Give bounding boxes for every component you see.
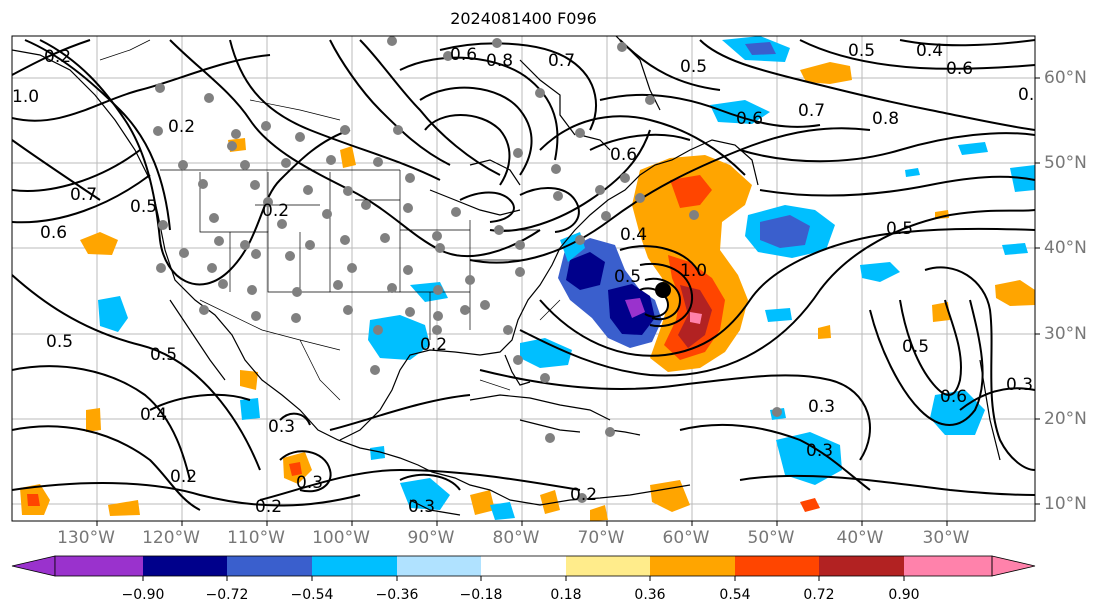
colorbar-segment	[143, 556, 227, 576]
contour-label: 0.2	[168, 117, 195, 137]
colorbar-tick-label: −0.54	[290, 587, 334, 603]
contour-label: 0.8	[872, 109, 899, 129]
lat-label: 30°N	[1044, 324, 1087, 344]
lon-label: 50°W	[747, 528, 795, 548]
contour-label: 0.4	[916, 41, 943, 61]
contour-label: 1.0	[680, 261, 707, 281]
contour-label: 0.2	[262, 201, 289, 221]
contour-label: 0.3	[806, 441, 833, 461]
contour-label: 0.6	[610, 145, 637, 165]
contour-label: 0.7	[548, 51, 575, 71]
contour-label: 0.3	[268, 417, 295, 437]
lat-label: 20°N	[1044, 409, 1087, 429]
lon-label: 30°W	[922, 528, 970, 548]
contour-label: 0.6	[736, 109, 763, 129]
colorbar-segment	[312, 556, 397, 576]
contour-label: 0.4	[140, 405, 167, 425]
colorbar-segment	[227, 556, 312, 576]
gray-station-dots	[153, 36, 782, 503]
contour-label: 0.4	[620, 225, 647, 245]
contour-label: 0.5	[886, 219, 913, 239]
map-title: 2024081400 F096	[450, 9, 597, 28]
contour-labels: 0.2 0.2 1.0 0.7 0.6 0.5 0.5 0.4 0.2 0.5 …	[12, 41, 1045, 517]
colorbar-tick-label: −0.72	[205, 587, 249, 603]
colorbar-segment	[904, 556, 992, 576]
contour-label: 0.2	[44, 47, 71, 67]
contour-label: 0.3	[408, 497, 435, 517]
contour-label: 1.0	[12, 87, 39, 107]
contour-label: 0.2	[255, 497, 282, 517]
contour-label: 0.5	[902, 337, 929, 357]
colorbar-segment	[819, 556, 904, 576]
colorbar-tick-label: 0.36	[634, 587, 666, 603]
colorbar-segment	[735, 556, 819, 576]
colorbar-tick-label: 0.18	[550, 587, 582, 603]
contour-label: 0.8	[486, 51, 513, 71]
lon-label: 80°W	[492, 528, 540, 548]
lon-label: 40°W	[836, 528, 884, 548]
contour-label: 0.3	[1006, 375, 1033, 395]
axis-ticks	[96, 77, 1040, 526]
contour-label: 0.2	[570, 485, 597, 505]
contour-label: 0.5	[150, 345, 177, 365]
contour-label: 0.5	[46, 332, 73, 352]
lon-label: 110°W	[227, 528, 285, 548]
colorbar-segment	[397, 556, 481, 576]
map-frame	[11, 35, 1036, 522]
lon-label: 130°W	[57, 528, 115, 548]
contour-label: 0.6	[40, 223, 67, 243]
colorbar-segment	[481, 556, 566, 576]
lon-label: 120°W	[142, 528, 200, 548]
lon-label: 70°W	[577, 528, 625, 548]
contour-label: 0.5	[614, 267, 641, 287]
lat-label: 10°N	[1044, 494, 1087, 514]
colorbar-tick-label: 0.72	[803, 587, 835, 603]
lon-label: 100°W	[312, 528, 370, 548]
contour-label: 0.5	[848, 41, 875, 61]
colorbar-tick-label: 0.90	[888, 587, 920, 603]
lat-label: 60°N	[1044, 68, 1087, 88]
contour-label: 0.7	[70, 185, 97, 205]
contour-label: 0.3	[296, 473, 323, 493]
colorbar-tick-label: −0.18	[459, 587, 503, 603]
lon-label: 60°W	[662, 528, 710, 548]
colorbar-tick-label: −0.36	[375, 587, 419, 603]
contour-label: 0.2	[170, 467, 197, 487]
contour-label: 0.7	[798, 101, 825, 121]
colorbar	[11, 555, 1036, 581]
lon-label: 90°W	[407, 528, 455, 548]
contour-label: 0.5	[1018, 85, 1045, 105]
coastlines	[12, 36, 1001, 516]
colorbar-segment	[650, 556, 735, 576]
contour-label: 0.5	[130, 197, 157, 217]
colorbar-extend-low	[11, 555, 56, 577]
colorbar-extend-high	[991, 555, 1036, 577]
storm-center-marker	[655, 282, 671, 298]
colorbar-tick-label: −0.90	[121, 587, 165, 603]
colorbar-segment	[55, 556, 143, 576]
colorbar-tick-label: 0.54	[719, 587, 751, 603]
shading-negative	[98, 36, 1035, 520]
colorbar-segment	[566, 556, 650, 576]
contour-label: 0.6	[450, 45, 477, 65]
contour-label: 0.5	[680, 57, 707, 77]
contour-label: 0.3	[808, 397, 835, 417]
contour-label: 0.2	[420, 335, 447, 355]
contour-label: 0.6	[940, 387, 967, 407]
lat-label: 50°N	[1044, 153, 1087, 173]
lat-label: 40°N	[1044, 238, 1087, 258]
contour-label: 0.6	[946, 59, 973, 79]
